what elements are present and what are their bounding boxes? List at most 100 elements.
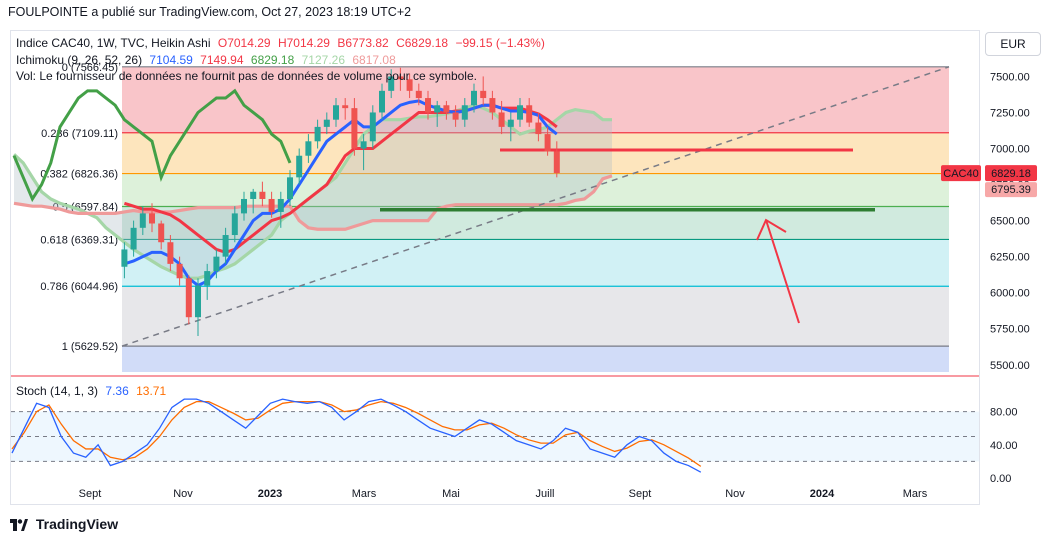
candle-body-6 — [176, 263, 183, 279]
candle-body-9 — [204, 271, 211, 286]
candle-body-38 — [471, 90, 477, 106]
candle-body-22 — [323, 119, 330, 127]
candle-body-4 — [158, 223, 165, 243]
price-tick-8: 5500.00 — [990, 360, 1030, 372]
candle-body-14 — [250, 191, 257, 199]
candle-body-28 — [379, 90, 385, 113]
candle-body-19 — [296, 155, 303, 178]
fib-band-1 — [122, 132, 949, 174]
candle-body-7 — [185, 278, 192, 318]
candle-body-20 — [305, 141, 312, 156]
time-tick-2: 2023 — [258, 488, 282, 500]
stoch-d-value: 13.71 — [136, 384, 167, 398]
candle-body-15 — [259, 191, 266, 199]
candle-body-25 — [351, 108, 358, 149]
fib-band-6 — [122, 346, 949, 372]
candle-body-24 — [342, 105, 349, 109]
candle-body-5 — [167, 242, 174, 264]
price-tick-4: 6500.00 — [990, 216, 1030, 228]
fib-label-4: 0.618 (6369.31) — [40, 234, 118, 246]
stoch-label: Stoch (14, 1, 3) — [16, 384, 99, 398]
candle-body-18 — [287, 177, 293, 199]
stoch-tick-1: 40.00 — [990, 440, 1018, 452]
stoch-tick-2: 0.00 — [990, 473, 1011, 485]
stoch-k-line — [11, 398, 702, 473]
last-price-symbol: CAC40 — [943, 168, 978, 180]
fib-label-1: 0.236 (7109.11) — [41, 128, 118, 140]
candle-body-23 — [333, 105, 339, 120]
price-tick-0: 7500.00 — [990, 71, 1030, 83]
time-tick-4: Mai — [442, 488, 460, 500]
candle-body-27 — [369, 112, 376, 142]
time-tick-6: Sept — [629, 488, 652, 500]
candle-body-8 — [195, 285, 201, 318]
ichimoku-label: Ichimoku (9, 26, 52, 26) — [16, 53, 143, 67]
fib-band-3 — [122, 206, 949, 240]
candle-body-26 — [360, 141, 367, 149]
ohlc-high: H7014.29 — [277, 36, 330, 50]
last-price-tag — [985, 165, 1037, 182]
ichimoku-span-b — [13, 174, 613, 231]
candle-body-3 — [149, 213, 155, 224]
last-price-secondary-tag — [985, 182, 1037, 198]
price-tick-1: 7250.00 — [990, 107, 1030, 119]
fib-band-2 — [122, 173, 949, 207]
fib-label-2: 0.382 (6826.36) — [40, 169, 118, 181]
time-tick-5: Juill — [536, 488, 555, 500]
arrow-head — [756, 218, 787, 241]
ichimoku-kijun-value: 7149.94 — [200, 53, 244, 67]
candle-body-43 — [517, 105, 523, 120]
fib-band-0 — [122, 66, 949, 133]
ichimoku-span-b-value: 6817.08 — [352, 53, 396, 67]
ichimoku-chikou-value: 6829.18 — [250, 53, 295, 67]
fib-label-0: 0 (7566.45) — [62, 62, 118, 74]
fib-label-5: 0.786 (6044.96) — [40, 281, 118, 293]
ohlc-change: −99.15 (−1.43%) — [455, 36, 545, 50]
candle-body-44 — [526, 105, 533, 123]
time-tick-3: Mars — [352, 488, 377, 500]
candle-body-37 — [461, 105, 468, 120]
ohlc-close: C6829.18 — [396, 36, 449, 50]
candle-body-16 — [268, 198, 275, 212]
footer-brand: TradingView — [35, 516, 119, 532]
ichimoku-tenkan-value: 7104.59 — [149, 53, 193, 67]
candle-body-41 — [498, 112, 505, 127]
candle-body-42 — [507, 119, 514, 127]
candle-body-46 — [544, 134, 551, 152]
candle-body-0 — [121, 249, 128, 267]
candle-body-40 — [489, 98, 496, 113]
candle-body-31 — [406, 79, 413, 91]
ichimoku-span-a-value: 7127.26 — [301, 53, 346, 67]
fib-band-5 — [122, 286, 949, 347]
volume-note: Vol: Le fournisseur de données ne fourni… — [16, 69, 477, 83]
symbol-name: Indice CAC40, 1W, TVC, Heikin Ashi — [16, 36, 211, 50]
stoch-legend: Stoch (14, 1, 3) 7.36 13.71 — [16, 384, 170, 398]
ichimoku-chikou — [12, 88, 292, 203]
candle-body-30 — [397, 76, 404, 80]
candle-body-12 — [231, 213, 238, 236]
tradingview-logo: TradingView — [10, 516, 118, 532]
publication-header: FOULPOINTE a publié sur TradingView.com,… — [8, 5, 412, 19]
ichimoku-tenkan — [123, 99, 558, 288]
candle-body-39 — [480, 90, 487, 99]
currency-selector[interactable]: EUR — [985, 32, 1041, 56]
candle-body-45 — [535, 122, 542, 135]
symbol-legend: Indice CAC40, 1W, TVC, Heikin Ashi O7014… — [16, 36, 549, 50]
last-price-symbol-tag — [941, 165, 981, 182]
last-price-value: 6829.18 — [991, 168, 1031, 180]
candle-body-47 — [553, 151, 560, 174]
time-tick-8: 2024 — [810, 488, 835, 500]
ohlc-open: O7014.29 — [217, 36, 271, 50]
tradingview-icon — [10, 519, 28, 532]
price-tick-7: 5750.00 — [990, 324, 1030, 336]
time-tick-1: Nov — [173, 488, 193, 500]
fib-band-4 — [122, 239, 949, 287]
candle-body-2 — [139, 213, 146, 228]
candle-body-1 — [130, 227, 137, 250]
trend-line-dashed — [121, 66, 950, 347]
candle-body-10 — [213, 256, 220, 272]
candle-body-35 — [443, 105, 450, 113]
candle-body-13 — [241, 198, 247, 214]
stoch-tick-0: 80.00 — [990, 407, 1018, 419]
